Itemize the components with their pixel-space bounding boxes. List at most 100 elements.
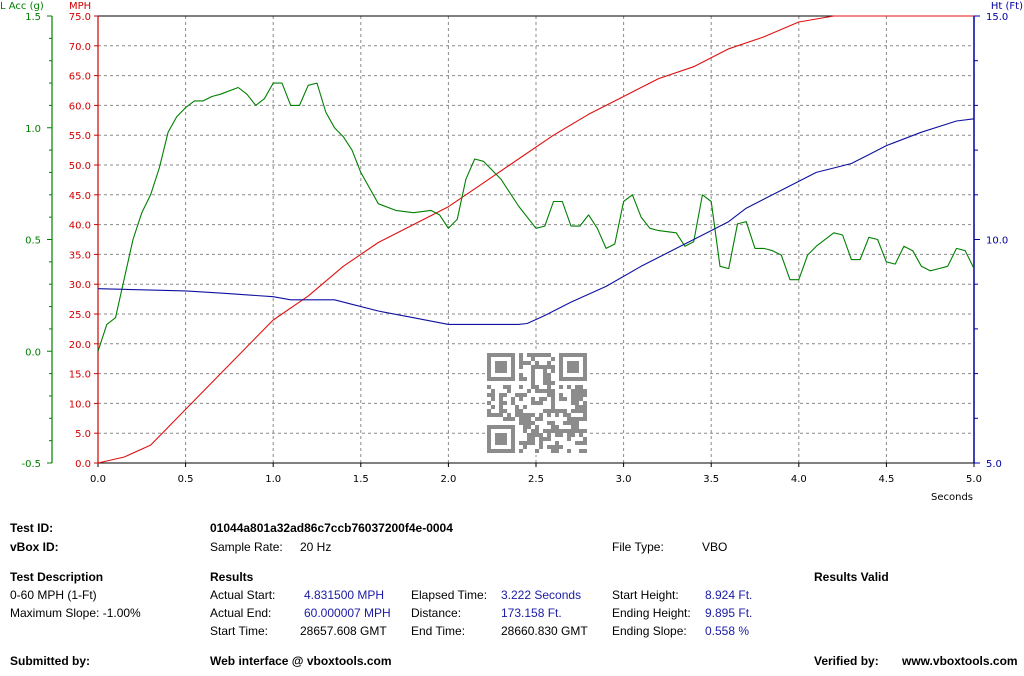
- actual-start-label: Actual Start:: [210, 588, 276, 602]
- qr-module: [507, 389, 511, 393]
- start-height-label: Start Height:: [612, 588, 679, 602]
- qr-module: [491, 377, 495, 381]
- mph-tick-label: 10.0: [69, 399, 91, 410]
- qr-module: [487, 449, 491, 453]
- qr-module: [567, 353, 571, 357]
- qr-module: [575, 393, 579, 397]
- results-label: Results: [210, 570, 254, 584]
- qr-module: [567, 413, 571, 417]
- qr-module: [583, 373, 587, 377]
- mph-tick-label: 45.0: [69, 191, 91, 202]
- qr-module: [523, 445, 527, 449]
- qr-module: [511, 441, 515, 445]
- qr-module: [499, 377, 503, 381]
- qr-module: [523, 429, 527, 433]
- qr-module: [555, 409, 559, 413]
- qr-module: [547, 353, 551, 357]
- qr-module: [511, 437, 515, 441]
- qr-module: [583, 365, 587, 369]
- qr-module: [487, 409, 491, 413]
- qr-module: [539, 353, 543, 357]
- qr-module: [543, 373, 547, 377]
- qr-module: [579, 353, 583, 357]
- qr-module: [539, 433, 543, 437]
- qr-module: [519, 385, 523, 389]
- mph-tick-label: 30.0: [69, 280, 91, 291]
- qr-module: [579, 429, 583, 433]
- qr-module: [547, 393, 551, 397]
- qr-module: [579, 449, 583, 453]
- qr-module: [491, 405, 495, 409]
- qr-module: [499, 409, 503, 413]
- qr-module: [555, 449, 559, 453]
- qr-module: [543, 353, 547, 357]
- x-tick-label: 5.0: [966, 474, 982, 485]
- mph-tick-label: 15.0: [69, 370, 91, 381]
- qr-module: [499, 353, 503, 357]
- qr-module: [503, 361, 507, 365]
- x-tick-label: 3.0: [616, 474, 632, 485]
- qr-module: [523, 361, 527, 365]
- qr-module: [495, 413, 499, 417]
- qr-module: [571, 361, 575, 365]
- ht-tick-label: 5.0: [986, 459, 1002, 470]
- qr-code-icon: [485, 351, 589, 455]
- qr-module: [531, 369, 535, 373]
- qr-module: [555, 413, 559, 417]
- qr-module: [535, 401, 539, 405]
- qr-module: [551, 381, 555, 385]
- qr-module: [551, 425, 555, 429]
- qr-module: [539, 437, 543, 441]
- qr-module: [531, 365, 535, 369]
- qr-module: [551, 369, 555, 373]
- qr-module: [571, 365, 575, 369]
- qr-module: [579, 385, 583, 389]
- mph-tick-label: 5.0: [75, 429, 91, 440]
- elapsed-time-value: 3.222 Seconds: [501, 588, 582, 602]
- qr-module: [575, 401, 579, 405]
- qr-module: [543, 377, 547, 381]
- qr-module: [583, 449, 587, 453]
- qr-module: [547, 365, 551, 369]
- mph-axis-title: MPH: [69, 1, 91, 12]
- lacc-tick-label: 1.5: [25, 12, 41, 23]
- qr-module: [551, 405, 555, 409]
- qr-module: [503, 385, 507, 389]
- qr-module: [583, 409, 587, 413]
- qr-module: [519, 441, 523, 445]
- qr-module: [579, 409, 583, 413]
- qr-module: [511, 365, 515, 369]
- qr-module: [575, 425, 579, 429]
- qr-module: [567, 361, 571, 365]
- qr-module: [503, 449, 507, 453]
- qr-module: [575, 369, 579, 373]
- qr-module: [571, 421, 575, 425]
- qr-module: [503, 433, 507, 437]
- mph-series-line: [97, 15, 974, 464]
- qr-module: [519, 361, 523, 365]
- qr-module: [531, 357, 535, 361]
- qr-module: [499, 433, 503, 437]
- qr-module: [543, 409, 547, 413]
- qr-module: [507, 417, 511, 421]
- qr-module: [539, 417, 543, 421]
- qr-module: [503, 441, 507, 445]
- qr-module: [583, 353, 587, 357]
- qr-module: [487, 353, 491, 357]
- qr-module: [563, 353, 567, 357]
- chart-axes: 0.0 0.5 1.0 1.5 2.0 2.5 3.0 3.5 4.0 4.5 5.0 75.0 70.…: [0, 1, 1023, 503]
- qr-module: [527, 433, 531, 437]
- distance-label: Distance:: [411, 606, 462, 620]
- qr-module: [583, 389, 587, 393]
- qr-module: [491, 393, 495, 397]
- qr-module: [527, 425, 531, 429]
- qr-module: [575, 377, 579, 381]
- qr-module: [487, 437, 491, 441]
- qr-module: [487, 369, 491, 373]
- qr-module: [539, 445, 543, 449]
- test-id-value: 01044a801a32ad86c7ccb76037200f4e-0004: [210, 521, 453, 535]
- qr-module: [543, 369, 547, 373]
- qr-module: [571, 397, 575, 401]
- qr-module: [551, 409, 555, 413]
- x-tick-label: 3.5: [703, 474, 719, 485]
